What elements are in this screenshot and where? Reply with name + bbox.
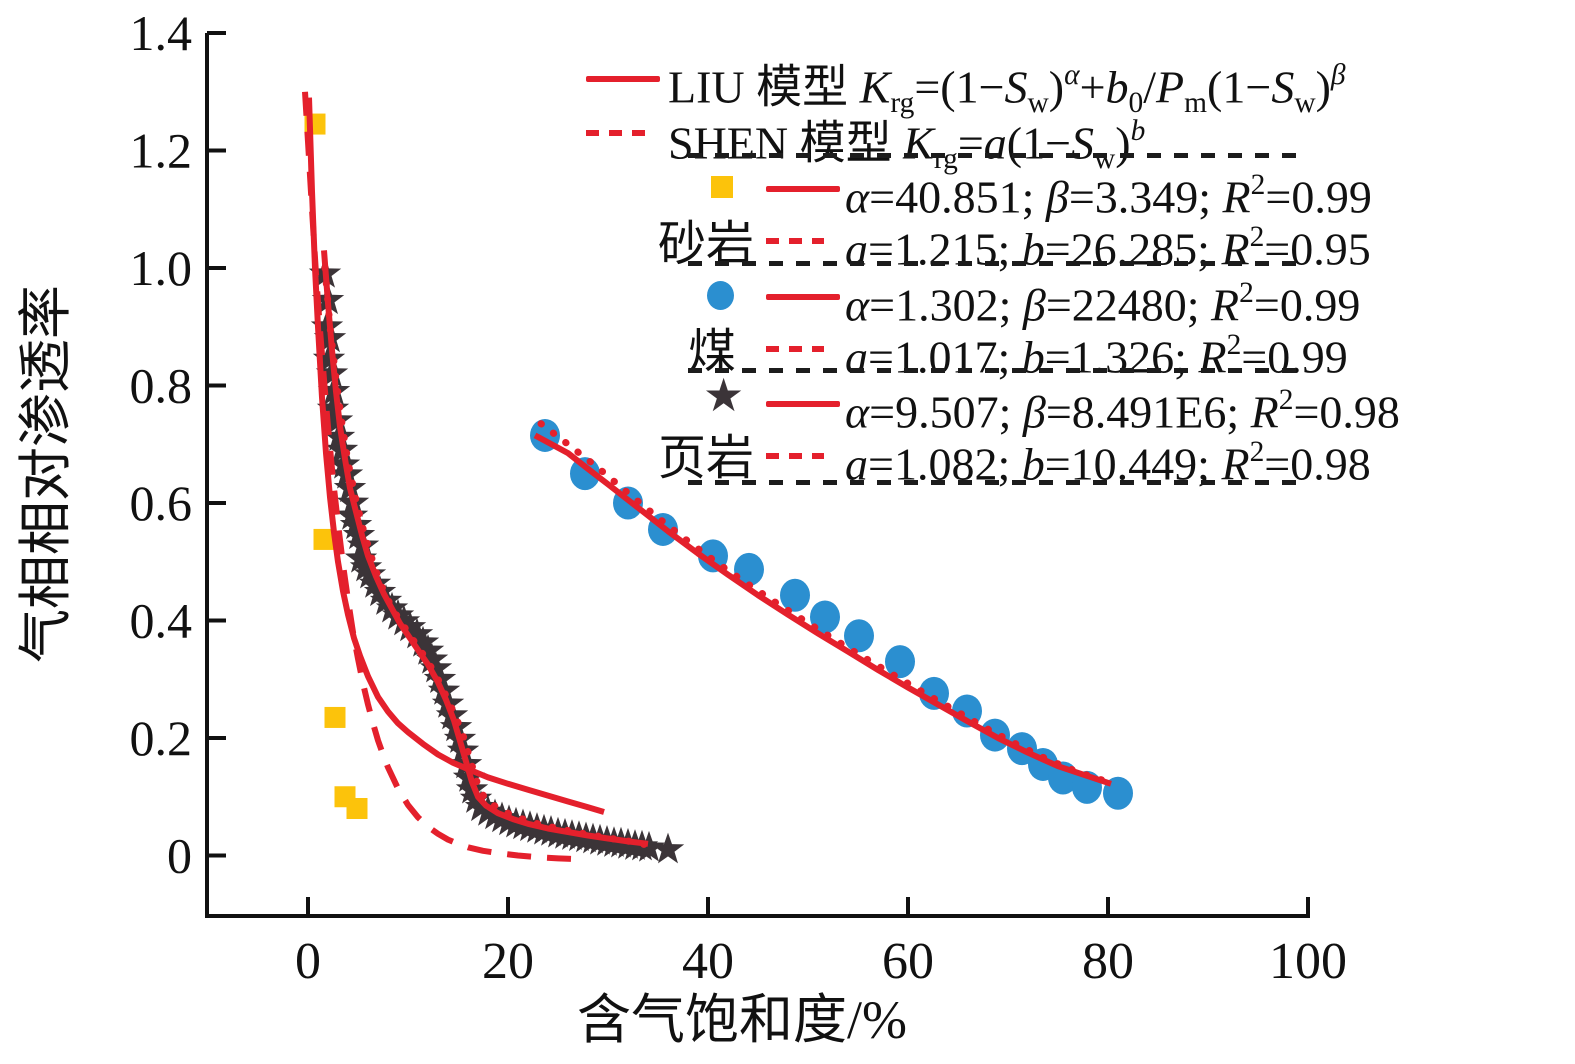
x-tick-label: 100 <box>1269 933 1347 990</box>
shale-data-point <box>387 604 421 636</box>
shale-data-point <box>344 541 378 573</box>
sandstone-data-point <box>346 798 368 819</box>
shen-sandstone-fit <box>302 91 574 862</box>
x-tick-label: 0 <box>295 933 321 990</box>
coal-data-point <box>844 619 874 653</box>
coal-data-point <box>885 645 915 679</box>
shale-data-point <box>400 617 434 649</box>
y-tick-label: 1.2 <box>130 123 193 179</box>
y-tick-label: 0.6 <box>130 475 193 531</box>
shale-data-point <box>349 550 383 582</box>
liu-sandstone-fit <box>306 97 605 815</box>
shale-data-point <box>406 625 440 657</box>
liu-shale-fit <box>321 250 649 847</box>
shale-data-point <box>419 651 453 683</box>
x-tick-label: 80 <box>1082 933 1134 990</box>
liu-coal-fit <box>533 432 1112 787</box>
y-tick-label: 0.4 <box>130 593 193 649</box>
shale-data-point <box>335 498 369 530</box>
shale-data-point <box>464 790 498 822</box>
sandstone-data-point <box>324 706 346 728</box>
y-axis-title: 气相相对渗透率 <box>16 285 76 663</box>
coal-data-point <box>570 457 600 491</box>
shale-data-point <box>411 634 445 665</box>
coal-data-point <box>734 552 764 586</box>
coal-data-point <box>919 676 949 710</box>
x-axis-title: 含气饱和度/% <box>577 990 907 1050</box>
y-tick-label: 0.2 <box>130 710 193 766</box>
coal-data-point <box>780 578 810 612</box>
x-tick-label: 40 <box>682 933 734 990</box>
shale-data-point <box>651 832 685 864</box>
shale-data-point <box>415 642 449 674</box>
shale-data-point <box>393 610 427 642</box>
shale-data-point <box>353 557 387 589</box>
y-tick-label: 1.4 <box>130 5 193 61</box>
x-tick-label: 60 <box>882 933 934 990</box>
shale-data-point <box>358 567 392 598</box>
y-tick-label: 0 <box>167 828 192 884</box>
shale-data-point <box>316 392 350 423</box>
shale-data-point <box>312 342 346 373</box>
y-tick-label: 0.8 <box>130 358 193 414</box>
shale-data-point <box>632 830 666 862</box>
x-tick-label: 20 <box>482 933 534 990</box>
sandstone-data-point <box>313 528 335 550</box>
y-tick-label: 1.0 <box>130 240 193 296</box>
shen-shale-fit <box>321 264 650 849</box>
